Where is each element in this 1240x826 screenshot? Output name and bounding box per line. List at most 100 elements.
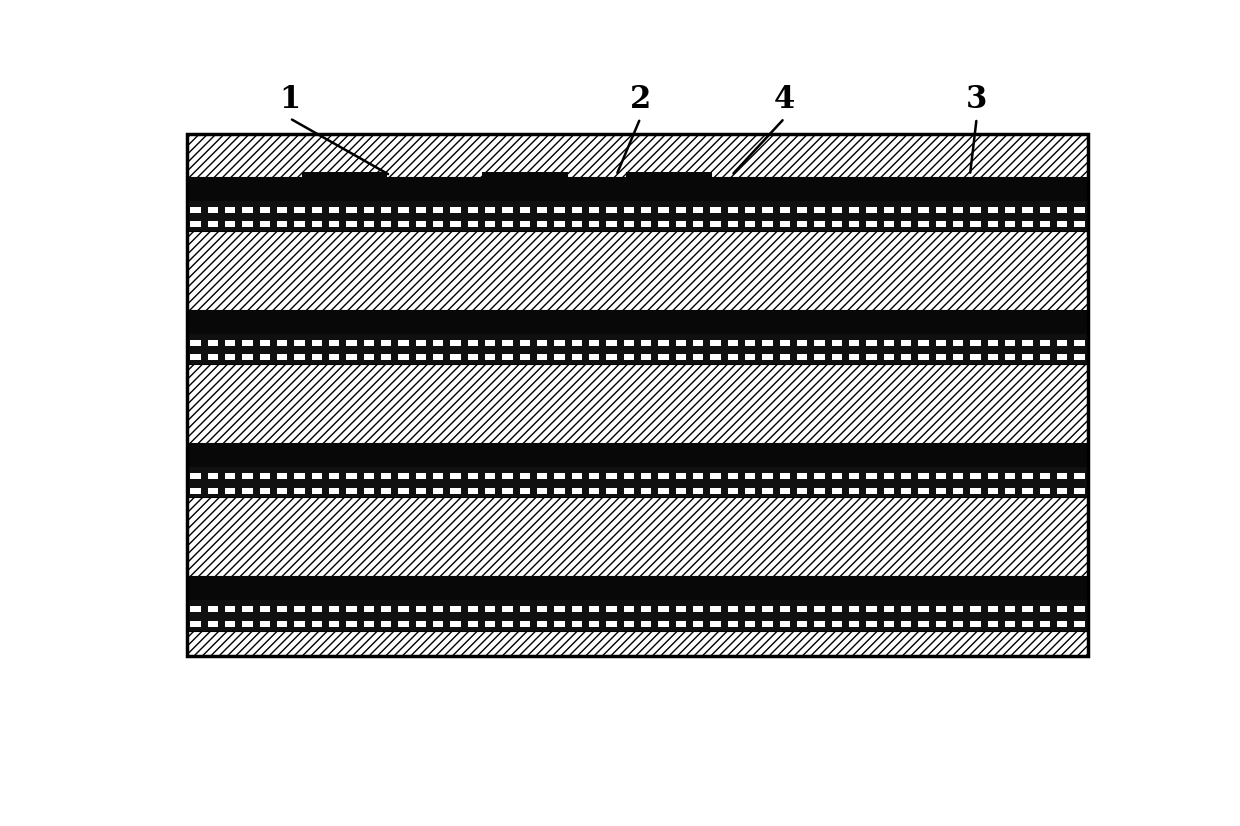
Bar <box>780 340 790 346</box>
Bar <box>1004 354 1016 360</box>
Bar <box>259 487 270 494</box>
Bar <box>936 206 946 213</box>
Bar <box>242 354 253 360</box>
Bar <box>485 340 495 346</box>
Bar <box>676 621 686 627</box>
Bar <box>711 487 720 494</box>
Bar <box>467 340 477 346</box>
Bar <box>207 340 218 346</box>
Bar <box>728 621 738 627</box>
Bar <box>1074 473 1085 479</box>
Bar <box>381 354 392 360</box>
Bar <box>242 487 253 494</box>
Bar <box>537 487 547 494</box>
Bar <box>815 606 825 612</box>
Bar <box>849 221 859 227</box>
Bar <box>952 221 963 227</box>
Bar <box>485 606 495 612</box>
Bar <box>987 221 998 227</box>
Bar <box>832 354 842 360</box>
Bar <box>676 473 686 479</box>
Bar <box>613 444 698 468</box>
Bar <box>502 606 512 612</box>
Bar <box>763 340 773 346</box>
Bar <box>970 340 981 346</box>
Bar <box>919 340 929 346</box>
Bar <box>450 206 460 213</box>
Bar <box>867 354 877 360</box>
Bar <box>433 487 443 494</box>
Bar <box>867 221 877 227</box>
Bar <box>554 206 564 213</box>
Bar <box>1022 606 1033 612</box>
Bar <box>329 621 340 627</box>
Bar <box>641 206 651 213</box>
Bar <box>294 487 305 494</box>
Bar <box>901 621 911 627</box>
Bar <box>1056 340 1068 346</box>
Bar <box>606 621 616 627</box>
Bar <box>711 221 720 227</box>
Bar <box>242 621 253 627</box>
Bar <box>329 354 340 360</box>
Bar <box>936 621 946 627</box>
Bar <box>485 221 495 227</box>
Bar <box>242 206 253 213</box>
Bar <box>502 487 512 494</box>
Bar <box>884 621 894 627</box>
Bar <box>346 221 357 227</box>
Bar <box>745 473 755 479</box>
Bar <box>763 206 773 213</box>
Bar <box>502 621 512 627</box>
Bar <box>589 221 599 227</box>
Bar <box>294 340 305 346</box>
Bar <box>1056 606 1068 612</box>
Bar <box>259 354 270 360</box>
Bar <box>187 364 1089 444</box>
Bar <box>346 487 357 494</box>
Bar <box>797 621 807 627</box>
Bar <box>624 221 634 227</box>
Text: 4: 4 <box>774 84 795 115</box>
Bar <box>987 606 998 612</box>
Bar <box>207 606 218 612</box>
Bar <box>381 621 392 627</box>
Bar <box>849 621 859 627</box>
Bar <box>952 354 963 360</box>
Bar <box>936 473 946 479</box>
Bar <box>224 606 236 612</box>
Bar <box>1022 340 1033 346</box>
Bar <box>901 354 911 360</box>
Bar <box>919 354 929 360</box>
Bar <box>1056 354 1068 360</box>
Bar <box>537 473 547 479</box>
Bar <box>398 487 409 494</box>
Bar <box>901 221 911 227</box>
Bar <box>520 487 529 494</box>
Bar <box>1004 487 1016 494</box>
Bar <box>207 221 218 227</box>
Bar <box>745 340 755 346</box>
Bar <box>398 340 409 346</box>
Bar <box>856 577 941 601</box>
Bar <box>728 354 738 360</box>
Bar <box>415 221 425 227</box>
Bar <box>728 487 738 494</box>
Bar <box>624 621 634 627</box>
Bar <box>1022 221 1033 227</box>
Bar <box>641 621 651 627</box>
Bar <box>346 340 357 346</box>
Bar <box>1074 221 1085 227</box>
Bar <box>207 354 218 360</box>
Bar <box>658 221 668 227</box>
Bar <box>381 221 392 227</box>
Bar <box>624 354 634 360</box>
Bar <box>797 473 807 479</box>
Bar <box>626 172 712 201</box>
Bar <box>311 606 322 612</box>
Bar <box>849 354 859 360</box>
Bar <box>187 201 1089 231</box>
Bar <box>884 206 894 213</box>
Bar <box>970 221 981 227</box>
Bar <box>346 354 357 360</box>
